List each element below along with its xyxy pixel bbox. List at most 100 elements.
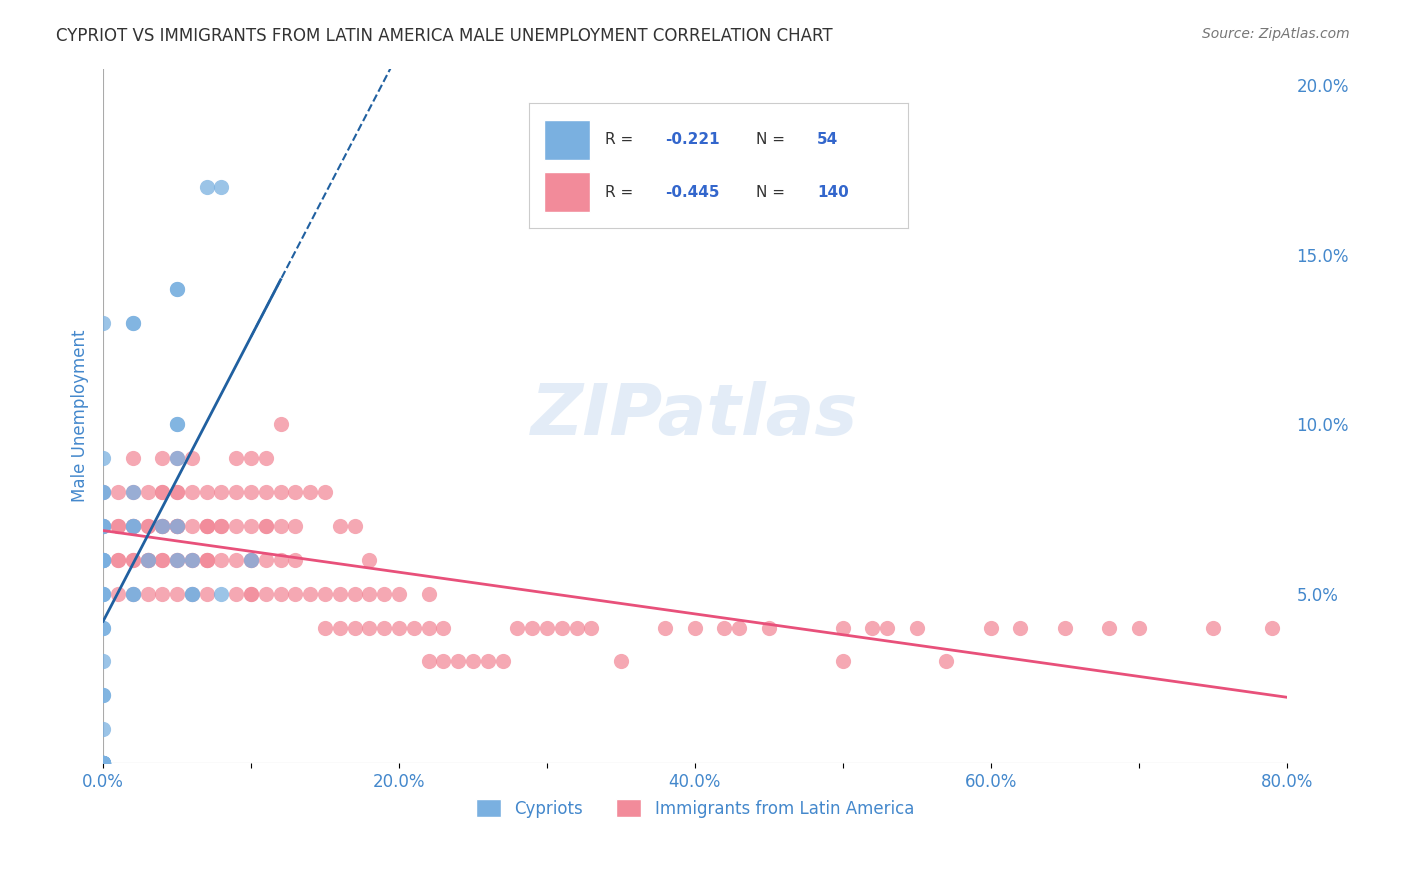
Point <box>121 485 143 500</box>
Point <box>91 756 114 771</box>
Point <box>520 621 543 635</box>
Text: ZIPatlas: ZIPatlas <box>531 381 859 450</box>
Point <box>254 485 277 500</box>
Point <box>166 553 188 567</box>
Point <box>477 655 499 669</box>
Point <box>270 587 292 601</box>
Point <box>121 316 143 330</box>
Point <box>432 655 454 669</box>
Point <box>359 553 381 567</box>
Point <box>166 553 188 567</box>
Point <box>270 519 292 533</box>
Point <box>551 621 574 635</box>
Point <box>373 587 395 601</box>
Point <box>180 553 202 567</box>
Point <box>905 621 928 635</box>
Point <box>136 519 159 533</box>
Point <box>240 553 263 567</box>
Point <box>240 451 263 466</box>
Point <box>91 689 114 703</box>
Point <box>107 519 129 533</box>
Point <box>536 621 558 635</box>
Point <box>91 756 114 771</box>
Point <box>150 519 173 533</box>
Point <box>299 485 322 500</box>
Point <box>195 553 218 567</box>
Point <box>91 756 114 771</box>
Point <box>180 485 202 500</box>
Point <box>150 485 173 500</box>
Point <box>284 485 307 500</box>
Point <box>166 451 188 466</box>
Point <box>211 180 233 194</box>
Point <box>91 587 114 601</box>
Point <box>758 621 780 635</box>
Point <box>581 621 603 635</box>
Point <box>91 587 114 601</box>
Point <box>299 587 322 601</box>
Point <box>107 553 129 567</box>
Point <box>225 587 247 601</box>
Point <box>166 282 188 296</box>
Point <box>150 485 173 500</box>
Point <box>91 553 114 567</box>
Point <box>461 655 484 669</box>
Point <box>314 485 336 500</box>
Point <box>166 451 188 466</box>
Point <box>150 519 173 533</box>
Point <box>91 519 114 533</box>
Point <box>1098 621 1121 635</box>
Point <box>195 485 218 500</box>
Point <box>121 519 143 533</box>
Point <box>359 621 381 635</box>
Point <box>136 553 159 567</box>
Point <box>91 553 114 567</box>
Point <box>180 587 202 601</box>
Point <box>91 655 114 669</box>
Point <box>91 519 114 533</box>
Point <box>195 553 218 567</box>
Point <box>860 621 883 635</box>
Point <box>91 485 114 500</box>
Text: CYPRIOT VS IMMIGRANTS FROM LATIN AMERICA MALE UNEMPLOYMENT CORRELATION CHART: CYPRIOT VS IMMIGRANTS FROM LATIN AMERICA… <box>56 27 832 45</box>
Point <box>610 655 633 669</box>
Point <box>343 519 366 533</box>
Point <box>91 621 114 635</box>
Point <box>195 553 218 567</box>
Point <box>150 451 173 466</box>
Point <box>270 417 292 432</box>
Point <box>211 519 233 533</box>
Point <box>418 655 440 669</box>
Point <box>121 587 143 601</box>
Point <box>683 621 706 635</box>
Point <box>935 655 957 669</box>
Point <box>254 553 277 567</box>
Point <box>107 485 129 500</box>
Point <box>91 553 114 567</box>
Point <box>91 485 114 500</box>
Point <box>91 316 114 330</box>
Point <box>284 553 307 567</box>
Point <box>121 553 143 567</box>
Point <box>713 621 735 635</box>
Point <box>329 621 352 635</box>
Point <box>284 519 307 533</box>
Point <box>91 756 114 771</box>
Point <box>432 621 454 635</box>
Point <box>150 519 173 533</box>
Point <box>91 587 114 601</box>
Point <box>314 587 336 601</box>
Point <box>121 451 143 466</box>
Point <box>166 282 188 296</box>
Point <box>180 553 202 567</box>
Point <box>240 485 263 500</box>
Point <box>565 621 588 635</box>
Point <box>91 756 114 771</box>
Point <box>254 451 277 466</box>
Point <box>121 519 143 533</box>
Point <box>1053 621 1076 635</box>
Point <box>1010 621 1032 635</box>
Point <box>121 587 143 601</box>
Point <box>254 587 277 601</box>
Point <box>343 587 366 601</box>
